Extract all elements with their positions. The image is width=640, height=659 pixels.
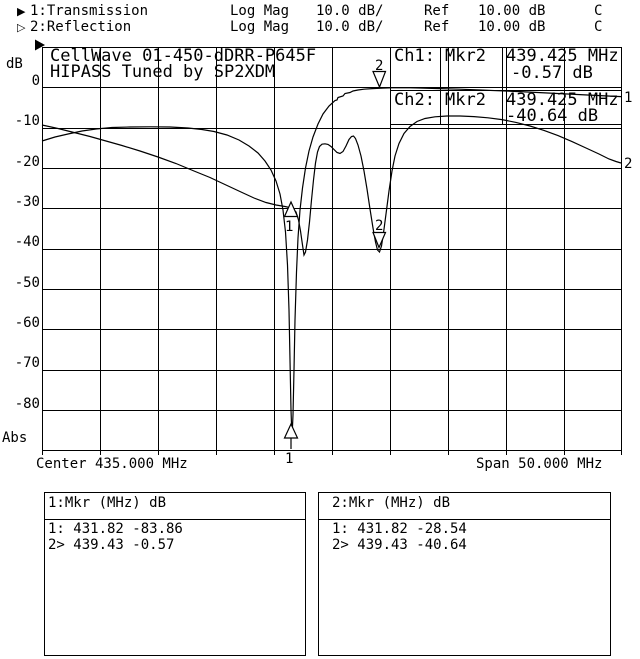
x-axis-span: Span 50.000 MHz	[476, 456, 603, 472]
trace2-name: 2:Reflection	[30, 19, 132, 35]
trace1-marker-table-header: 1:Mkr (MHz) dB	[45, 493, 305, 520]
trace2-indicator-icon: ▷	[17, 21, 26, 34]
marker2-mid-label: 2	[375, 218, 383, 234]
y-label-0: 0	[31, 73, 40, 89]
y-label-m80: -80	[14, 396, 40, 412]
trace1-end-label: 1	[624, 90, 632, 106]
x-axis-center: Center 435.000 MHz	[36, 456, 188, 472]
y-label-m70: -70	[14, 355, 40, 371]
trace2-marker-table: 2:Mkr (MHz) dB 1: 431.82 -28.54 2> 439.4…	[318, 492, 611, 656]
plot-title-line1: CellWave 01-450-dDRR-P645F	[50, 46, 317, 66]
ch2-marker-name: Mkr2	[445, 90, 486, 110]
marker1-trace1-symbol	[283, 422, 299, 439]
trace2-end-label: 2	[624, 156, 632, 172]
marker2-top-label: 2	[375, 58, 383, 74]
y-label-m40: -40	[14, 234, 40, 250]
trace-1-transmission	[41, 86, 622, 439]
trace2-marker-row-1: 1: 431.82 -28.54	[332, 521, 467, 537]
y-axis-bottom-label: Abs	[2, 430, 28, 446]
trace1-cal-flag: C	[594, 3, 603, 19]
trace1-name: 1:Transmission	[30, 3, 149, 19]
ch1-marker-value: -0.57 dB	[511, 63, 593, 83]
y-label-m30: -30	[14, 194, 40, 210]
y-label-m10: -10	[14, 113, 40, 129]
trace2-format: Log Mag	[230, 19, 290, 35]
y-label-m50: -50	[14, 275, 40, 291]
ch1-marker-name: Mkr2	[445, 46, 486, 66]
trace2-marker-table-header: 2:Mkr (MHz) dB	[319, 493, 610, 520]
ch2-label: Ch2:	[394, 90, 435, 110]
marker2-trace2-symbol	[372, 231, 387, 250]
y-label-m20: -20	[14, 154, 40, 170]
trace1-marker-table: 1:Mkr (MHz) dB 1: 431.82 -83.86 2> 439.4…	[44, 492, 306, 656]
marker-symbols	[283, 70, 387, 449]
ch1-label: Ch1:	[394, 46, 435, 66]
trace2-cal-flag: C	[594, 19, 603, 35]
trace-2-reflection	[41, 115, 622, 257]
trace2-marker-row-2: 2> 439.43 -40.64	[332, 537, 467, 553]
trace1-marker-row-1: 1: 431.82 -83.86	[48, 521, 183, 537]
trace1-scale: 10.0 dB/	[316, 3, 384, 19]
y-label-m60: -60	[14, 315, 40, 331]
trace1-ref-value: 10.00 dB	[478, 3, 546, 19]
marker1-mid-label: 1	[285, 219, 293, 235]
marker2-trace1-symbol	[372, 70, 387, 89]
plot-title-line2: HIPASS Tuned by SP2XDM	[50, 62, 276, 82]
trace1-active-indicator-icon: ▶	[17, 5, 26, 18]
trace1-marker-row-2: 2> 439.43 -0.57	[48, 537, 175, 553]
y-axis-unit: dB	[6, 56, 23, 72]
ch2-marker-value: -40.64 dB	[506, 106, 599, 126]
trace2-scale: 10.0 dB/	[316, 19, 384, 35]
trace1-format: Log Mag	[230, 3, 290, 19]
trace2-ref-value: 10.00 dB	[478, 19, 546, 35]
ch1-marker-freq: 439.425 MHz	[506, 46, 619, 66]
trace1-ref-label: Ref	[424, 3, 450, 19]
graticule-grid	[42, 47, 622, 455]
ch2-marker-freq: 439.425 MHz	[506, 90, 619, 110]
trace2-ref-label: Ref	[424, 19, 450, 35]
marker1-trace2-symbol	[283, 200, 299, 218]
marker1-bottom-label: 1	[285, 451, 293, 467]
active-marker-arrow-icon	[35, 39, 45, 51]
